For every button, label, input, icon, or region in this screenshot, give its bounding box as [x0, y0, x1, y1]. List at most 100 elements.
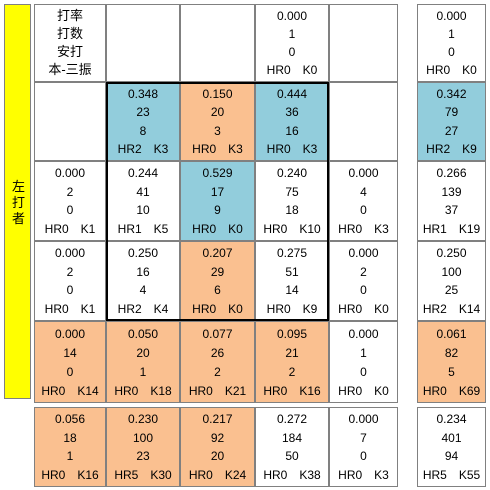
hits: 37	[444, 203, 459, 218]
hr-strikeouts: HR0 K21	[188, 383, 247, 398]
at-bats: 1	[360, 345, 367, 360]
hits: 16	[285, 123, 299, 138]
hr-strikeouts: HR0 K24	[188, 467, 247, 482]
batting-average: 0.150	[202, 87, 233, 102]
hr-strikeouts: HR0 K0	[426, 63, 477, 77]
at-bats: 92	[210, 430, 225, 445]
hits: 0	[66, 203, 74, 218]
hr-strikeouts: HR0 K3	[266, 141, 318, 156]
at-bats: 2	[66, 264, 74, 279]
hr-strikeouts: HR0 K14	[41, 383, 99, 398]
batting-average: 0.061	[436, 326, 467, 341]
hits: 1	[66, 449, 74, 464]
zone-cell: 0.000 4 0 HR0 K3	[329, 161, 398, 241]
batting-average: 0.529	[202, 166, 233, 181]
hr-strikeouts: HR0 K9	[266, 301, 318, 316]
at-bats: 1	[288, 27, 296, 41]
hr-strikeouts: HR0 K18	[114, 383, 172, 398]
hits: 3	[214, 123, 221, 138]
zone-cell: 0.000 2 0 HR0 K0	[329, 241, 398, 321]
batting-average: 0.230	[127, 412, 159, 427]
at-bats: 29	[210, 264, 225, 279]
batting-average: 0.000	[276, 9, 308, 23]
grand-total: 0.234 401 94 HR5 K55	[417, 407, 486, 487]
batting-average: 0.275	[276, 246, 308, 261]
hr-strikeouts: HR0 K69	[422, 383, 481, 398]
batting-average: 0.217	[202, 412, 233, 427]
batting-average: 0.240	[276, 166, 308, 181]
hr-strikeouts: HR0 K3	[338, 467, 389, 482]
batter-side-label: 左打者	[11, 179, 25, 226]
zone-cell	[329, 82, 398, 161]
hits: 25	[444, 283, 459, 298]
batting-average: 0.000	[54, 166, 86, 181]
at-bats: 75	[285, 184, 299, 199]
at-bats: 2	[66, 184, 74, 199]
header-label: 打数	[56, 26, 83, 41]
hits: 0	[288, 45, 296, 59]
hr-strikeouts: HR0 K10	[263, 221, 321, 236]
hits: 2	[288, 364, 296, 379]
zone-cell: 0.240 75 18 HR0 K10	[255, 161, 329, 241]
zone-cell: 0.077 26 2 HR0 K21	[180, 321, 255, 403]
batting-average: 0.266	[436, 166, 467, 181]
batting-average: 0.348	[127, 87, 159, 102]
header-cell: 打率 打数 安打 本-三振	[34, 4, 106, 82]
zone-cell: 0.050 20 1 HR0 K18	[106, 321, 180, 403]
row-totals-column: 0.000 1 0 HR0 K0 0.342 79 27 HR2 K9 0.266 139 37 HR…	[417, 4, 486, 403]
hr-strikeouts: HR5 K55	[422, 467, 481, 482]
hr-strikeouts: HR2 K9	[426, 141, 477, 156]
column-total-cell: 0.000 7 0 HR0 K3	[329, 407, 398, 487]
batting-average: 0.000	[348, 326, 379, 341]
hr-strikeouts: HR0 K0	[192, 301, 243, 316]
zone-cell	[34, 82, 106, 161]
zone-cell: 0.444 36 16 HR0 K3	[255, 82, 329, 161]
zone-cell: 0.000 1 0 HR0 K0	[329, 321, 398, 403]
hr-strikeouts: HR1 K5	[117, 221, 169, 236]
at-bats: 23	[136, 105, 150, 120]
at-bats: 100	[441, 264, 462, 279]
batting-average: 0.250	[436, 246, 467, 261]
row-total-cell: 0.000 1 0 HR0 K0	[417, 4, 486, 82]
hr-strikeouts: HR0 K1	[44, 301, 96, 316]
at-bats: 100	[132, 430, 154, 445]
hits: 50	[285, 449, 299, 464]
at-bats: 1	[448, 27, 455, 41]
hits: 0	[360, 283, 367, 298]
hits: 8	[139, 123, 147, 138]
hits: 10	[136, 203, 150, 218]
zone-cell: 0.244 41 10 HR1 K5	[106, 161, 180, 241]
hits: 23	[136, 449, 150, 464]
hits: 4	[139, 283, 147, 298]
hr-strikeouts: HR0 K38	[263, 467, 321, 482]
hr-strikeouts: HR0 K16	[41, 467, 99, 482]
row-total-cell: 0.266 139 37 HR1 K19	[417, 161, 486, 241]
hr-strikeouts: HR2 K3	[117, 141, 169, 156]
batting-average: 0.444	[276, 87, 308, 102]
batting-average: 0.234	[436, 412, 467, 427]
at-bats: 7	[360, 430, 367, 445]
hits: 0	[66, 364, 74, 379]
batting-average: 0.000	[54, 246, 86, 261]
zone-cell: 0.275 51 14 HR0 K9	[255, 241, 329, 321]
zone-cell: 0.000 2 0 HR0 K1	[34, 241, 106, 321]
hits: 0	[66, 283, 74, 298]
batting-average: 0.077	[202, 326, 233, 341]
zone-cell: 0.000 1 0 HR0 K0	[255, 4, 329, 82]
column-total-cell: 0.217 92 20 HR0 K24	[180, 407, 255, 487]
at-bats: 20	[210, 105, 225, 120]
batting-average: 0.000	[348, 412, 379, 427]
hits: 0	[360, 203, 367, 218]
zone-cell: 0.000 14 0 HR0 K14	[34, 321, 106, 403]
hits: 2	[214, 364, 221, 379]
at-bats: 82	[444, 345, 459, 360]
zone-cell	[180, 4, 255, 82]
batting-average: 0.000	[436, 9, 467, 23]
at-bats: 14	[63, 345, 77, 360]
row-total-cell: 0.250 100 25 HR2 K14	[417, 241, 486, 321]
zone-cell: 0.348 23 8 HR2 K3	[106, 82, 180, 161]
zone-cell: 0.250 16 4 HR2 K4	[106, 241, 180, 321]
hr-strikeouts: HR0 K0	[192, 221, 243, 236]
hr-strikeouts: HR5 K30	[114, 467, 172, 482]
batting-average: 0.000	[348, 166, 379, 181]
